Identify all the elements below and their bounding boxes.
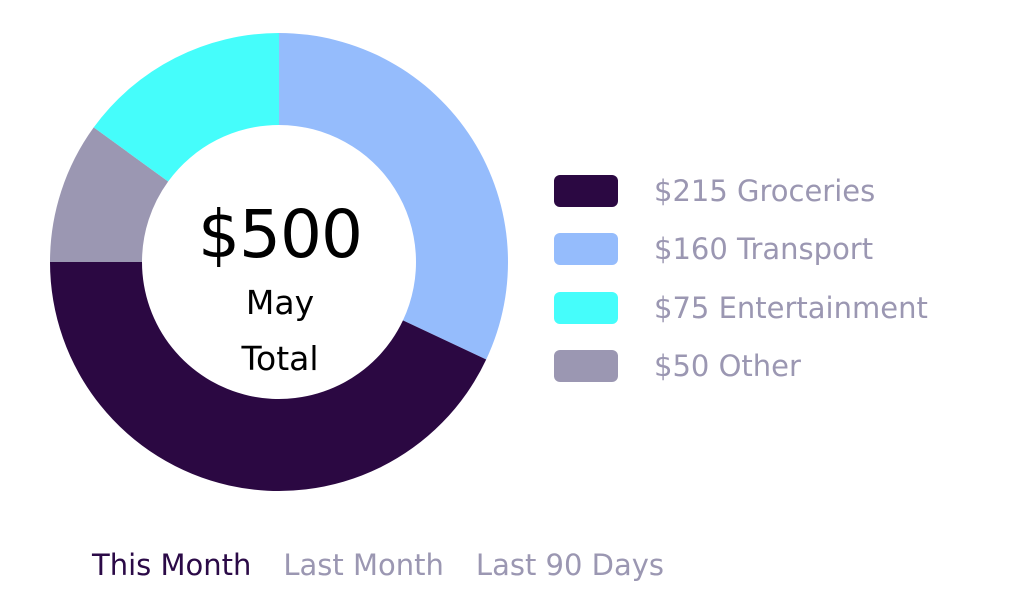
donut-chart xyxy=(50,33,509,491)
tab-last-90-days[interactable]: Last 90 Days xyxy=(475,548,665,582)
legend-label-groceries: $215 Groceries xyxy=(654,174,876,209)
tab-last-month[interactable]: Last Month xyxy=(283,548,444,582)
legend-swatch-other xyxy=(554,350,618,383)
legend-swatch-transport xyxy=(554,233,618,266)
donut-slice-entertainment xyxy=(93,33,279,182)
tab-this-month[interactable]: This Month xyxy=(92,548,252,582)
legend-label-other: $50 Other xyxy=(654,349,801,384)
donut-slice-other xyxy=(50,127,169,262)
donut-slice-groceries xyxy=(50,262,487,491)
legend-swatch-groceries xyxy=(554,175,618,208)
legend-item-groceries: $215 Groceries xyxy=(554,162,994,220)
period-tabs: This Month Last Month Last 90 Days xyxy=(92,542,696,588)
total-amount: $500 xyxy=(198,196,363,273)
month-label: May xyxy=(245,283,315,322)
legend-item-transport: $160 Transport xyxy=(554,220,994,278)
legend-item-entertainment: $75 Entertainment xyxy=(554,279,994,337)
donut-slice-transport xyxy=(279,33,509,360)
legend-label-entertainment: $75 Entertainment xyxy=(654,290,928,325)
legend-swatch-entertainment xyxy=(554,291,618,324)
legend-label-transport: $160 Transport xyxy=(654,232,874,267)
legend-item-other: $50 Other xyxy=(554,337,994,395)
chart-legend: $215 Groceries $160 Transport $75 Entert… xyxy=(554,162,994,395)
total-label: Total xyxy=(241,339,319,378)
donut-center-label: $500 May Total xyxy=(180,195,380,387)
